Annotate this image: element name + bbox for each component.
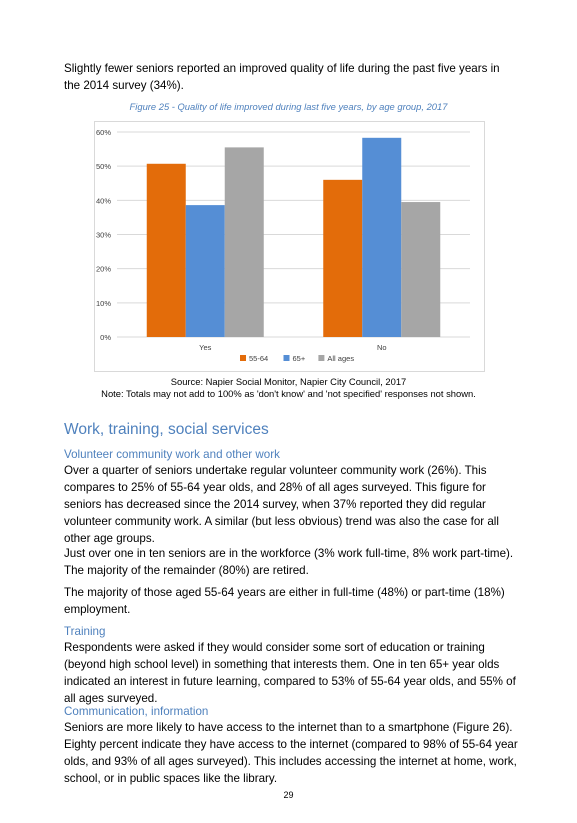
x-tick-label: No [377, 343, 387, 352]
bar-all-ages-no [401, 202, 441, 337]
training-heading: Training [64, 625, 106, 638]
legend-label-65-: 65+ [293, 354, 306, 363]
bar-55-64-no [323, 179, 363, 337]
volunteer-paragraph-3: The majority of those aged 55-64 years a… [64, 586, 505, 616]
communication-heading: Communication, information [64, 705, 209, 718]
x-tick-label: Yes [199, 343, 211, 352]
y-tick-label: 0% [100, 333, 111, 342]
y-tick-label: 40% [96, 196, 111, 205]
chart-source: Source: Napier Social Monitor, Napier Ci… [0, 376, 577, 399]
bar-all-ages-yes [224, 147, 264, 337]
source-line: Source: Napier Social Monitor, Napier Ci… [170, 376, 407, 387]
y-tick-label: 10% [96, 299, 111, 308]
y-tick-label: 50% [96, 162, 111, 171]
legend-label-all-ages: All ages [327, 354, 354, 363]
legend-label-55-64: 55-64 [249, 354, 268, 363]
bar-chart: 0% 10% 20% 30% 40% 50% 60% Yes No 55-64 65+ All age… [94, 121, 485, 372]
volunteer-paragraph-1: Over a quarter of seniors undertake regu… [64, 464, 499, 545]
y-tick-label: 60% [96, 128, 111, 137]
section-heading: Work, training, social services [64, 421, 269, 438]
legend-swatch-all-ages [318, 355, 325, 361]
volunteer-heading: Volunteer community work and other work [64, 448, 280, 461]
figure-caption: Figure 25 - Quality of life improved dur… [129, 101, 448, 112]
legend-swatch-65- [283, 355, 290, 361]
y-tick-label: 30% [96, 231, 111, 240]
volunteer-paragraph-2: Just over one in ten seniors are in the … [64, 547, 514, 577]
y-tick-label: 20% [96, 265, 111, 274]
training-paragraph: Respondents were asked if they would con… [64, 641, 516, 705]
bar-65--yes [185, 205, 225, 337]
bar-55-64-yes [146, 163, 186, 337]
legend-swatch-55-64 [240, 355, 246, 361]
page-number: 29 [283, 790, 294, 800]
communication-paragraph: Seniors are more likely to have access t… [64, 721, 518, 785]
intro-paragraph: Slightly fewer seniors reported an impro… [64, 62, 500, 92]
chart-svg: 0% 10% 20% 30% 40% 50% 60% Yes No 55-64 65+ All age… [96, 128, 470, 363]
note-line: Note: Totals may not add to 100% as 'don… [101, 387, 476, 399]
bar-65--no [362, 137, 402, 337]
